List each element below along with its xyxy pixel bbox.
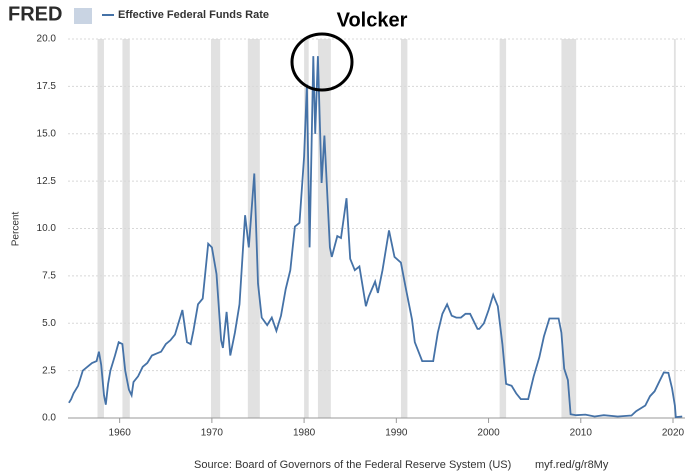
recession-band xyxy=(673,39,676,418)
x-tick-label: 1990 xyxy=(385,428,408,439)
logo: FRED xyxy=(8,3,62,25)
recession-band xyxy=(499,39,507,418)
y-tick-label: 20.0 xyxy=(37,34,57,45)
logo-icon xyxy=(74,8,92,24)
data-line xyxy=(68,56,683,419)
x-tick-label: 1980 xyxy=(293,428,316,439)
x-tick-label: 2000 xyxy=(477,428,500,439)
y-tick-label: 0.0 xyxy=(42,413,56,424)
y-tick-label: 15.0 xyxy=(37,128,57,139)
x-tick-label: 1960 xyxy=(109,428,132,439)
recession-band xyxy=(304,39,309,418)
link[interactable]: myf.red/g/r8My xyxy=(535,459,609,471)
annotation: Volcker xyxy=(337,9,408,31)
y-tick-label: 5.0 xyxy=(42,318,56,329)
x-tick-label: 2010 xyxy=(570,428,593,439)
source: Source: Board of Governors of the Federa… xyxy=(194,459,511,471)
y-tick-label: 17.5 xyxy=(37,81,57,92)
y-axis-label: Percent xyxy=(11,212,22,247)
y-tick-label: 10.0 xyxy=(37,223,57,234)
annotation-circle xyxy=(290,32,354,92)
legend-label: Effective Federal Funds Rate xyxy=(118,9,269,21)
x-tick-label: 1970 xyxy=(201,428,224,439)
x-tick-label: 2020 xyxy=(662,428,685,439)
recession-band xyxy=(210,39,221,418)
y-tick-label: 2.5 xyxy=(42,365,56,376)
recession-band xyxy=(122,39,130,418)
y-tick-label: 7.5 xyxy=(42,271,56,282)
y-tick-label: 12.5 xyxy=(37,176,57,187)
